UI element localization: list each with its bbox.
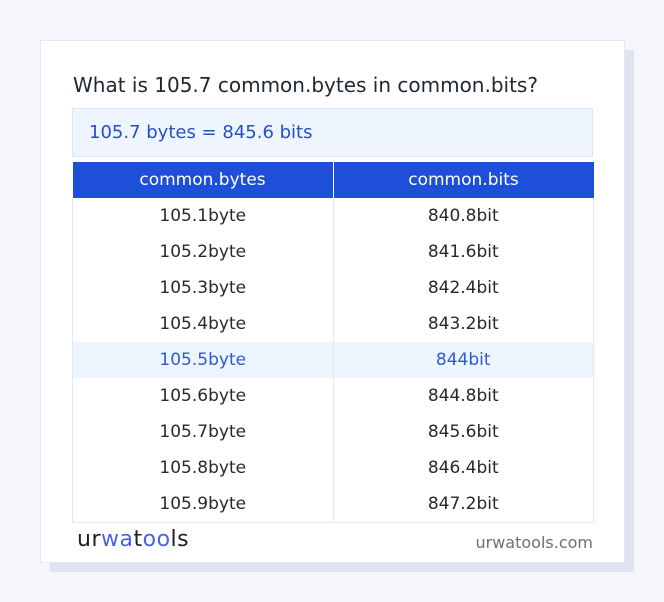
header-bytes: common.bytes (72, 162, 333, 198)
table-row: 105.7byte 845.6bit (72, 414, 594, 450)
cell-bits: 847.2bit (332, 486, 594, 523)
cell-bytes: 105.5byte (72, 342, 334, 378)
cell-bytes: 105.3byte (72, 270, 334, 306)
urwatools-logo: urwatools (77, 527, 190, 552)
cell-bits: 845.6bit (332, 414, 594, 450)
cell-bits: 844bit (332, 342, 594, 378)
result-text: 105.7 bytes = 845.6 bits (89, 122, 313, 143)
cell-bytes: 105.4byte (72, 306, 334, 342)
cell-bits: 841.6bit (332, 234, 594, 270)
result-box: 105.7 bytes = 845.6 bits (72, 108, 593, 157)
table-row: 105.6byte 844.8bit (72, 378, 594, 414)
table-row: 105.9byte 847.2bit (72, 486, 594, 523)
cell-bytes: 105.7byte (72, 414, 334, 450)
cell-bits: 846.4bit (332, 450, 594, 486)
cell-bits: 842.4bit (332, 270, 594, 306)
cell-bytes: 105.9byte (72, 486, 334, 523)
table-row: 105.2byte 841.6bit (72, 234, 594, 270)
cell-bytes: 105.1byte (72, 198, 334, 234)
page-title: What is 105.7 common.bytes in common.bit… (73, 73, 538, 97)
cell-bytes: 105.6byte (72, 378, 334, 414)
cell-bits: 840.8bit (332, 198, 594, 234)
cell-bytes: 105.2byte (72, 234, 334, 270)
header-bits: common.bits (332, 162, 594, 198)
table-row: 105.3byte 842.4bit (72, 270, 594, 306)
table-row: 105.8byte 846.4bit (72, 450, 594, 486)
table-header: common.bytes common.bits (72, 162, 594, 198)
site-url: urwatools.com (475, 533, 594, 552)
conversion-table: common.bytes common.bits 105.1byte 840.8b… (72, 162, 594, 523)
table-row: 105.1byte 840.8bit (72, 198, 594, 234)
cell-bits: 843.2bit (332, 306, 594, 342)
table-row: 105.4byte 843.2bit (72, 306, 594, 342)
cell-bytes: 105.8byte (72, 450, 334, 486)
table-row: 105.5byte 844bit (72, 342, 594, 378)
cell-bits: 844.8bit (332, 378, 594, 414)
conversion-card: What is 105.7 common.bytes in common.bit… (40, 40, 625, 563)
